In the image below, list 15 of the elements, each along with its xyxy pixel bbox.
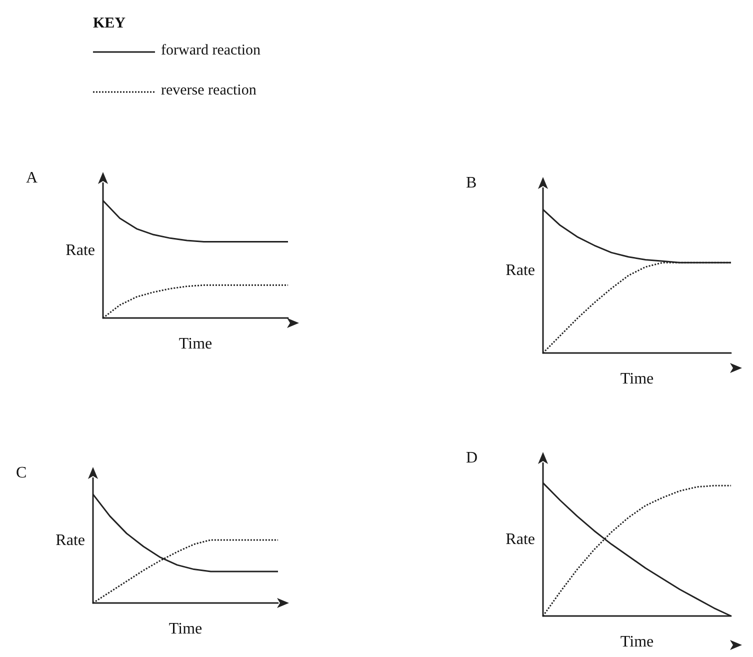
y-axis-title: Rate: [56, 532, 85, 549]
legend-title: KEY: [93, 16, 126, 32]
y-axis-title: Rate: [66, 242, 95, 259]
legend-label: forward reaction: [161, 42, 262, 58]
y-axis-title: Rate: [506, 262, 535, 279]
x-axis-title: Time: [620, 634, 654, 650]
chart-title: B: [466, 174, 477, 192]
chart-title: D: [466, 450, 478, 466]
x-axis-title: Time: [178, 336, 212, 352]
y-axis-title: Rate: [506, 531, 535, 548]
legend-label: reverse reaction: [161, 82, 257, 98]
chart-title: C: [16, 464, 27, 482]
chart-title: A: [26, 170, 38, 186]
x-axis-title: Time: [620, 370, 654, 388]
x-axis-title: Time: [168, 620, 202, 638]
